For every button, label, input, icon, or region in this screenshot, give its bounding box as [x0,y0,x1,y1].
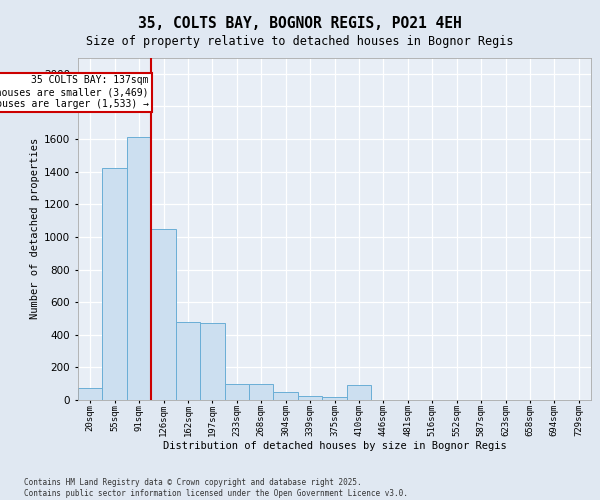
Bar [127,138,151,400]
Bar [249,384,274,400]
Bar [274,392,298,400]
Bar [298,396,322,400]
Bar [322,396,347,400]
Bar [151,229,176,400]
Bar [224,384,249,400]
Text: 35 COLTS BAY: 137sqm
← 69% of detached houses are smaller (3,469)
30% of semi-de: 35 COLTS BAY: 137sqm ← 69% of detached h… [0,76,149,108]
Bar [176,322,200,400]
Bar [347,386,371,400]
X-axis label: Distribution of detached houses by size in Bognor Regis: Distribution of detached houses by size … [163,440,506,450]
Bar [103,168,127,400]
Text: Contains HM Land Registry data © Crown copyright and database right 2025.
Contai: Contains HM Land Registry data © Crown c… [24,478,408,498]
Bar [78,388,103,400]
Text: 35, COLTS BAY, BOGNOR REGIS, PO21 4EH: 35, COLTS BAY, BOGNOR REGIS, PO21 4EH [138,16,462,31]
Text: Size of property relative to detached houses in Bognor Regis: Size of property relative to detached ho… [86,35,514,48]
Bar [200,324,224,400]
Y-axis label: Number of detached properties: Number of detached properties [30,138,40,320]
